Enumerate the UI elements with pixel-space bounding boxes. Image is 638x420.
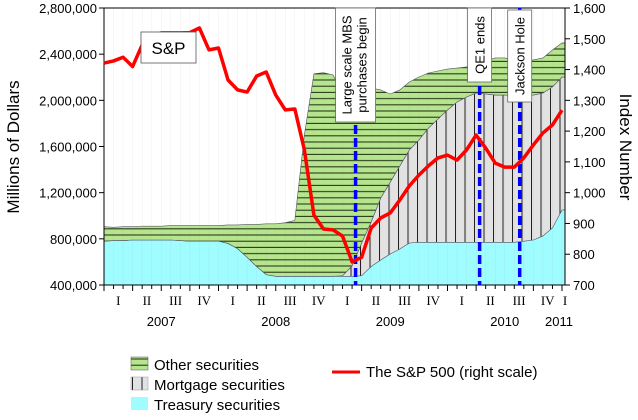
legend-label-other: Other securities: [154, 357, 259, 374]
y-tick-label: 2,400,000: [39, 47, 97, 62]
event-label-text: QE1 ends: [473, 16, 488, 74]
event-labels: Large scale MBS purchases begin QE1 ends Ja…: [140, 7, 533, 123]
legend-item-other: Other securities: [130, 356, 259, 374]
quarter-label: II: [257, 293, 266, 308]
y2-tick-label: 700: [573, 278, 595, 293]
y2-tick-label: 1,400: [573, 63, 606, 78]
year-label: 2007: [147, 314, 176, 329]
y-tick-label: 2,800,000: [39, 1, 97, 16]
quarter-label: III: [398, 293, 411, 308]
legend-swatch-other: [130, 356, 149, 371]
event-label-box: [507, 9, 533, 103]
event-label-text: Large scale MBS: [340, 15, 355, 114]
legend: Other securities Mortgage securities Tre…: [130, 356, 537, 414]
legend-label-mortgage: Mortgage securities: [154, 377, 285, 394]
stacked-areas: [103, 8, 566, 286]
y2-tick-label: 900: [573, 216, 595, 231]
y2-tick-label: 800: [573, 247, 595, 262]
quarter-label: I: [231, 293, 235, 308]
legend-swatch-treasury: [131, 397, 148, 410]
legend-item-sp500: The S&P 500 (right scale): [332, 364, 537, 381]
quarter-label: I: [345, 293, 349, 308]
quarter-label: IV: [541, 293, 555, 308]
legend-swatch-mortgage: [130, 376, 149, 391]
y-tick-label: 800,000: [50, 232, 97, 247]
y2-axis-title: Index Number: [616, 94, 635, 201]
sp-callout-text: S&P: [151, 39, 185, 58]
quarter-label: III: [284, 293, 297, 308]
y-tick-label: 2,000,000: [39, 93, 97, 108]
legend-item-treasury: Treasury securities: [131, 397, 280, 414]
quarter-label: II: [372, 293, 381, 308]
year-label: 2011: [545, 314, 573, 329]
quarter-label: IV: [426, 293, 440, 308]
y2-tick-label: 1,500: [573, 32, 606, 47]
legend-label-sp500: The S&P 500 (right scale): [366, 364, 537, 381]
quarter-label: III: [169, 293, 182, 308]
y2-tick-label: 1,100: [573, 155, 606, 170]
y-axis-title: Millions of Dollars: [4, 80, 23, 213]
y2-tick-label: 1,300: [573, 93, 606, 108]
y2-tick-label: 1,600: [573, 1, 606, 16]
event-label-box: [467, 7, 493, 83]
y-tick-label: 1,600,000: [39, 140, 97, 155]
quarter-label: IV: [197, 293, 211, 308]
y2-tick-label: 1,200: [573, 124, 606, 139]
quarter-label: I: [460, 293, 464, 308]
event-label-text: purchases begin: [355, 17, 370, 112]
axes: 400,000 800,000 1,200,000 1,600,000 2,000,00…: [39, 1, 605, 329]
legend-label-treasury: Treasury securities: [154, 397, 280, 414]
year-label: 2009: [376, 314, 405, 329]
quarter-label: II: [143, 293, 152, 308]
year-label: 2010: [490, 314, 519, 329]
quarter-label: I: [116, 293, 120, 308]
year-label: 2008: [261, 314, 290, 329]
quarter-label: II: [486, 293, 495, 308]
legend-item-mortgage: Mortgage securities: [130, 376, 285, 394]
y2-tick-label: 1,000: [573, 186, 606, 201]
y-tick-label: 1,200,000: [39, 186, 97, 201]
quarter-label: I: [563, 293, 567, 308]
quarter-label: III: [513, 293, 526, 308]
event-label-box: [335, 7, 376, 123]
sp-callout-box: [140, 31, 197, 64]
event-label-text: Jackson Hole: [513, 17, 528, 95]
quarter-label: IV: [312, 293, 326, 308]
y-tick-label: 400,000: [50, 278, 97, 293]
